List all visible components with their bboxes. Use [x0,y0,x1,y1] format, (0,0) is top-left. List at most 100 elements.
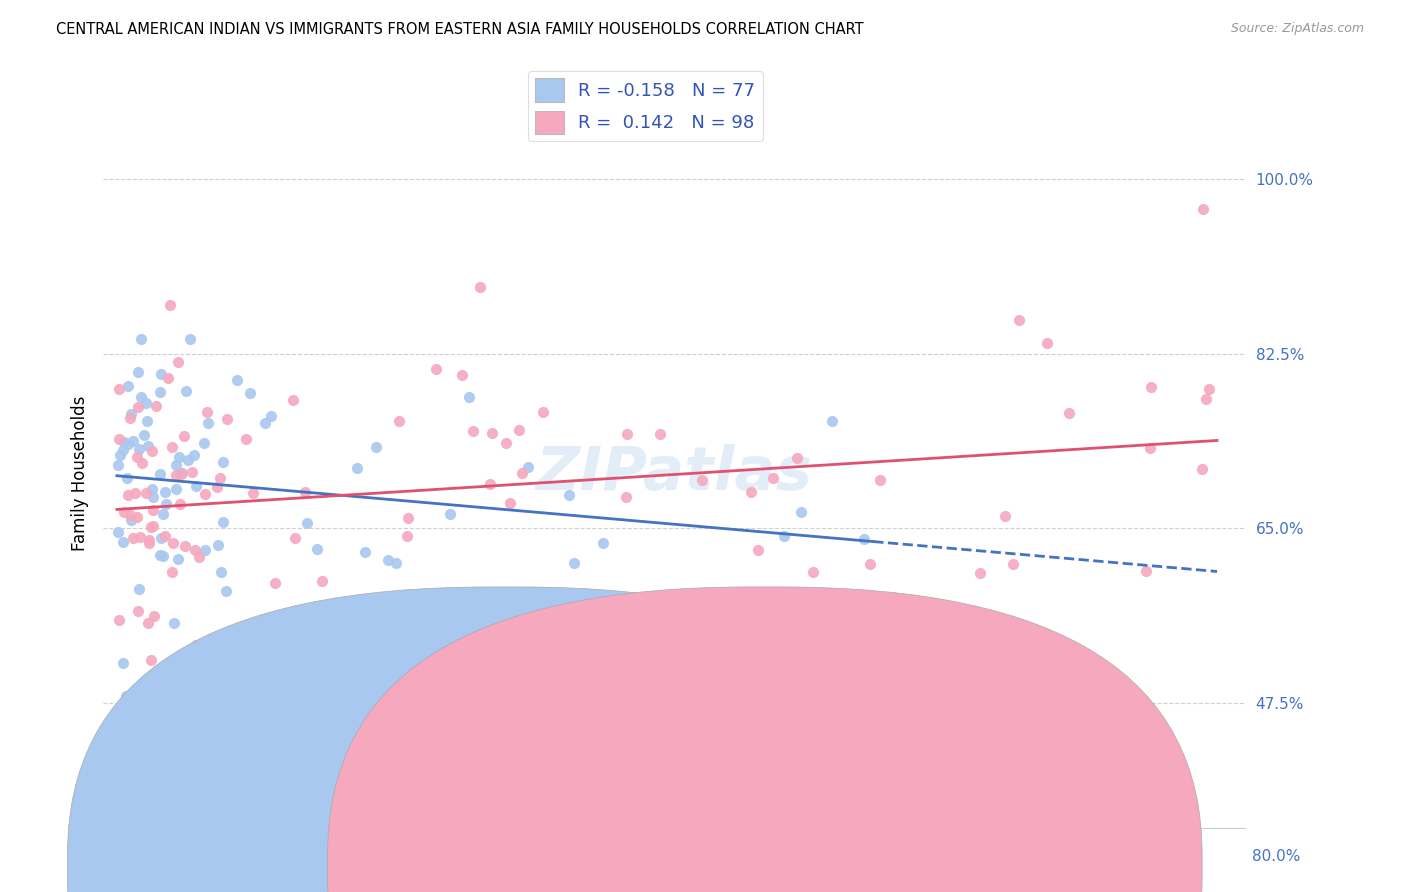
Point [773,528,796,542]
Point [558,488,581,502]
Point [994,508,1017,523]
Point [510,467,533,481]
Point [1139,379,1161,393]
Point [242,485,264,500]
Point [167,355,190,369]
Point [108,614,131,628]
Point [165,468,187,483]
Point [207,538,229,552]
Point [128,442,150,457]
Point [284,531,307,545]
Point [107,524,129,539]
Point [208,471,231,485]
Point [117,379,139,393]
Point [1057,406,1080,420]
Point [136,439,159,453]
Point [124,485,146,500]
Point [463,424,485,438]
Point [160,565,183,579]
Point [366,440,388,454]
Point [117,488,139,502]
Point [1198,382,1220,396]
Point [695,608,717,623]
Point [1191,462,1213,476]
Point [142,519,165,533]
Point [165,482,187,496]
Point [121,434,143,448]
Point [499,496,522,510]
Point [253,416,276,430]
Point [149,548,172,562]
Text: CENTRAL AMERICAN INDIAN VS IMMIGRANTS FROM EASTERN ASIA FAMILY HOUSEHOLDS CORREL: CENTRAL AMERICAN INDIAN VS IMMIGRANTS FR… [56,22,863,37]
Point [142,503,165,517]
Point [136,616,159,631]
Point [152,507,174,521]
Point [115,690,138,704]
Point [211,455,233,469]
Point [107,458,129,472]
Point [131,456,153,470]
Point [184,543,207,558]
Point [167,450,190,465]
Point [127,604,149,618]
Point [1195,392,1218,407]
Point [155,529,177,543]
Point [458,390,481,404]
Point [215,411,238,425]
Point [396,511,419,525]
Point [127,509,149,524]
Point [257,646,280,660]
Point [260,409,283,423]
Point [108,449,131,463]
Point [155,497,177,511]
Point [790,505,813,519]
Point [129,390,152,404]
Point [174,384,197,398]
Point [165,458,187,472]
Point [859,557,882,571]
Point [508,423,530,437]
Point [226,373,249,387]
Point [264,576,287,591]
Point [135,414,157,428]
Point [160,440,183,454]
Point [1001,558,1024,572]
Point [135,396,157,410]
Point [129,332,152,346]
Point [648,426,671,441]
Point [396,528,419,542]
Point [138,533,160,547]
Point [128,582,150,597]
Point [149,467,172,481]
Point [648,651,671,665]
Point [135,485,157,500]
Point [821,414,844,428]
Point [1192,202,1215,216]
Text: Immigrants from Eastern Asia: Immigrants from Eastern Asia [787,860,994,874]
Point [481,425,503,440]
Point [786,450,808,465]
Point [141,482,163,496]
Point [385,556,408,570]
Point [197,405,219,419]
Point [614,490,637,504]
Point [179,332,201,346]
Point [107,432,129,446]
Point [173,428,195,442]
Point [138,536,160,550]
Point [207,480,229,494]
Point [533,404,555,418]
Point [127,401,149,415]
Point [162,536,184,550]
Point [194,543,217,558]
Point [377,553,399,567]
Point [127,450,149,464]
Point [747,543,769,558]
Point [169,497,191,511]
Point [740,485,762,500]
Point [155,485,177,500]
Point [209,565,232,579]
Point [159,298,181,312]
Point [439,507,461,521]
Point [307,541,329,556]
